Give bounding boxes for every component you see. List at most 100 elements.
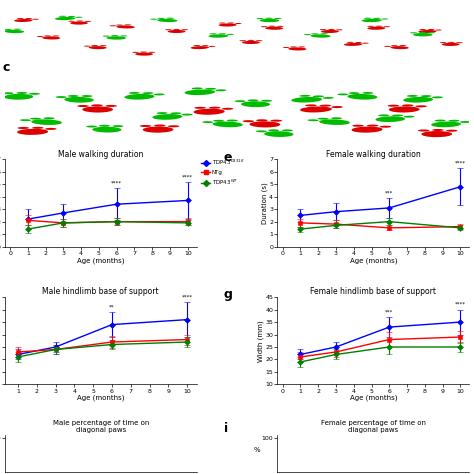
Ellipse shape [320, 29, 327, 30]
Text: ****: **** [455, 302, 466, 307]
Ellipse shape [431, 121, 461, 127]
Text: c: c [2, 62, 10, 74]
Ellipse shape [432, 96, 443, 98]
Ellipse shape [320, 33, 328, 34]
Ellipse shape [277, 26, 283, 27]
Ellipse shape [215, 90, 227, 91]
Ellipse shape [428, 29, 435, 30]
Ellipse shape [291, 97, 322, 102]
Ellipse shape [435, 119, 446, 121]
Ellipse shape [243, 120, 254, 122]
Ellipse shape [0, 29, 4, 31]
Ellipse shape [64, 97, 94, 103]
Ellipse shape [299, 46, 305, 47]
Ellipse shape [227, 119, 238, 121]
Ellipse shape [442, 43, 460, 46]
Ellipse shape [300, 107, 332, 112]
Ellipse shape [202, 121, 213, 123]
Ellipse shape [373, 18, 381, 19]
Ellipse shape [219, 33, 226, 34]
Ellipse shape [376, 26, 383, 27]
Ellipse shape [100, 45, 107, 46]
Ellipse shape [182, 29, 188, 30]
Ellipse shape [261, 26, 267, 27]
Ellipse shape [381, 18, 388, 19]
Ellipse shape [380, 126, 391, 128]
Ellipse shape [45, 128, 56, 130]
X-axis label: Age (months): Age (months) [77, 257, 125, 264]
Ellipse shape [213, 121, 243, 127]
Ellipse shape [400, 45, 406, 46]
Ellipse shape [68, 95, 79, 97]
Ellipse shape [4, 94, 33, 100]
Ellipse shape [125, 24, 131, 26]
Ellipse shape [135, 53, 153, 55]
X-axis label: Age (months): Age (months) [349, 395, 397, 401]
Ellipse shape [347, 94, 377, 100]
Ellipse shape [70, 21, 88, 25]
Ellipse shape [420, 95, 431, 97]
Ellipse shape [388, 105, 399, 107]
Y-axis label: Width (mm): Width (mm) [257, 320, 264, 362]
Ellipse shape [344, 43, 363, 46]
Ellipse shape [219, 23, 237, 27]
Ellipse shape [440, 42, 447, 43]
Text: ***: *** [385, 191, 393, 195]
Ellipse shape [191, 46, 209, 49]
Ellipse shape [14, 28, 21, 30]
Text: g: g [224, 289, 232, 301]
Ellipse shape [222, 108, 233, 110]
Ellipse shape [352, 125, 364, 127]
Ellipse shape [99, 125, 110, 127]
Ellipse shape [156, 112, 168, 114]
Ellipse shape [116, 25, 123, 26]
Ellipse shape [384, 46, 391, 47]
Ellipse shape [157, 19, 177, 22]
Ellipse shape [288, 47, 307, 50]
Ellipse shape [20, 119, 31, 121]
Ellipse shape [14, 19, 33, 22]
Ellipse shape [113, 125, 123, 127]
Ellipse shape [321, 30, 339, 33]
Ellipse shape [413, 33, 433, 36]
Ellipse shape [247, 40, 254, 41]
Ellipse shape [125, 94, 155, 100]
Ellipse shape [383, 26, 390, 27]
Ellipse shape [261, 100, 272, 102]
Ellipse shape [194, 107, 206, 109]
Ellipse shape [336, 29, 343, 30]
Ellipse shape [132, 52, 139, 53]
Text: ****: **** [455, 161, 466, 165]
Ellipse shape [256, 40, 263, 41]
Ellipse shape [419, 30, 437, 33]
Ellipse shape [32, 19, 39, 20]
Y-axis label: Duration (s): Duration (s) [261, 182, 268, 224]
Ellipse shape [421, 131, 452, 137]
Ellipse shape [109, 25, 116, 26]
Ellipse shape [129, 92, 140, 94]
Title: Female percentage of time on
diagonal paws: Female percentage of time on diagonal pa… [321, 420, 426, 433]
Ellipse shape [209, 107, 220, 109]
Ellipse shape [432, 129, 444, 131]
Ellipse shape [403, 116, 415, 118]
Ellipse shape [42, 36, 60, 39]
Ellipse shape [154, 125, 165, 127]
Ellipse shape [184, 90, 215, 95]
Ellipse shape [313, 95, 324, 97]
Ellipse shape [182, 114, 192, 116]
Ellipse shape [235, 23, 242, 24]
Ellipse shape [82, 106, 113, 112]
X-axis label: Age (months): Age (months) [349, 257, 397, 264]
Ellipse shape [30, 118, 41, 119]
Ellipse shape [419, 29, 426, 30]
Ellipse shape [419, 32, 426, 33]
Text: **: ** [109, 304, 115, 310]
Ellipse shape [247, 100, 258, 101]
Ellipse shape [448, 120, 459, 122]
Ellipse shape [271, 119, 282, 122]
Text: ****: **** [182, 174, 193, 179]
Ellipse shape [403, 97, 433, 102]
Ellipse shape [148, 52, 155, 53]
Ellipse shape [91, 45, 98, 46]
X-axis label: Age (months): Age (months) [77, 395, 125, 401]
